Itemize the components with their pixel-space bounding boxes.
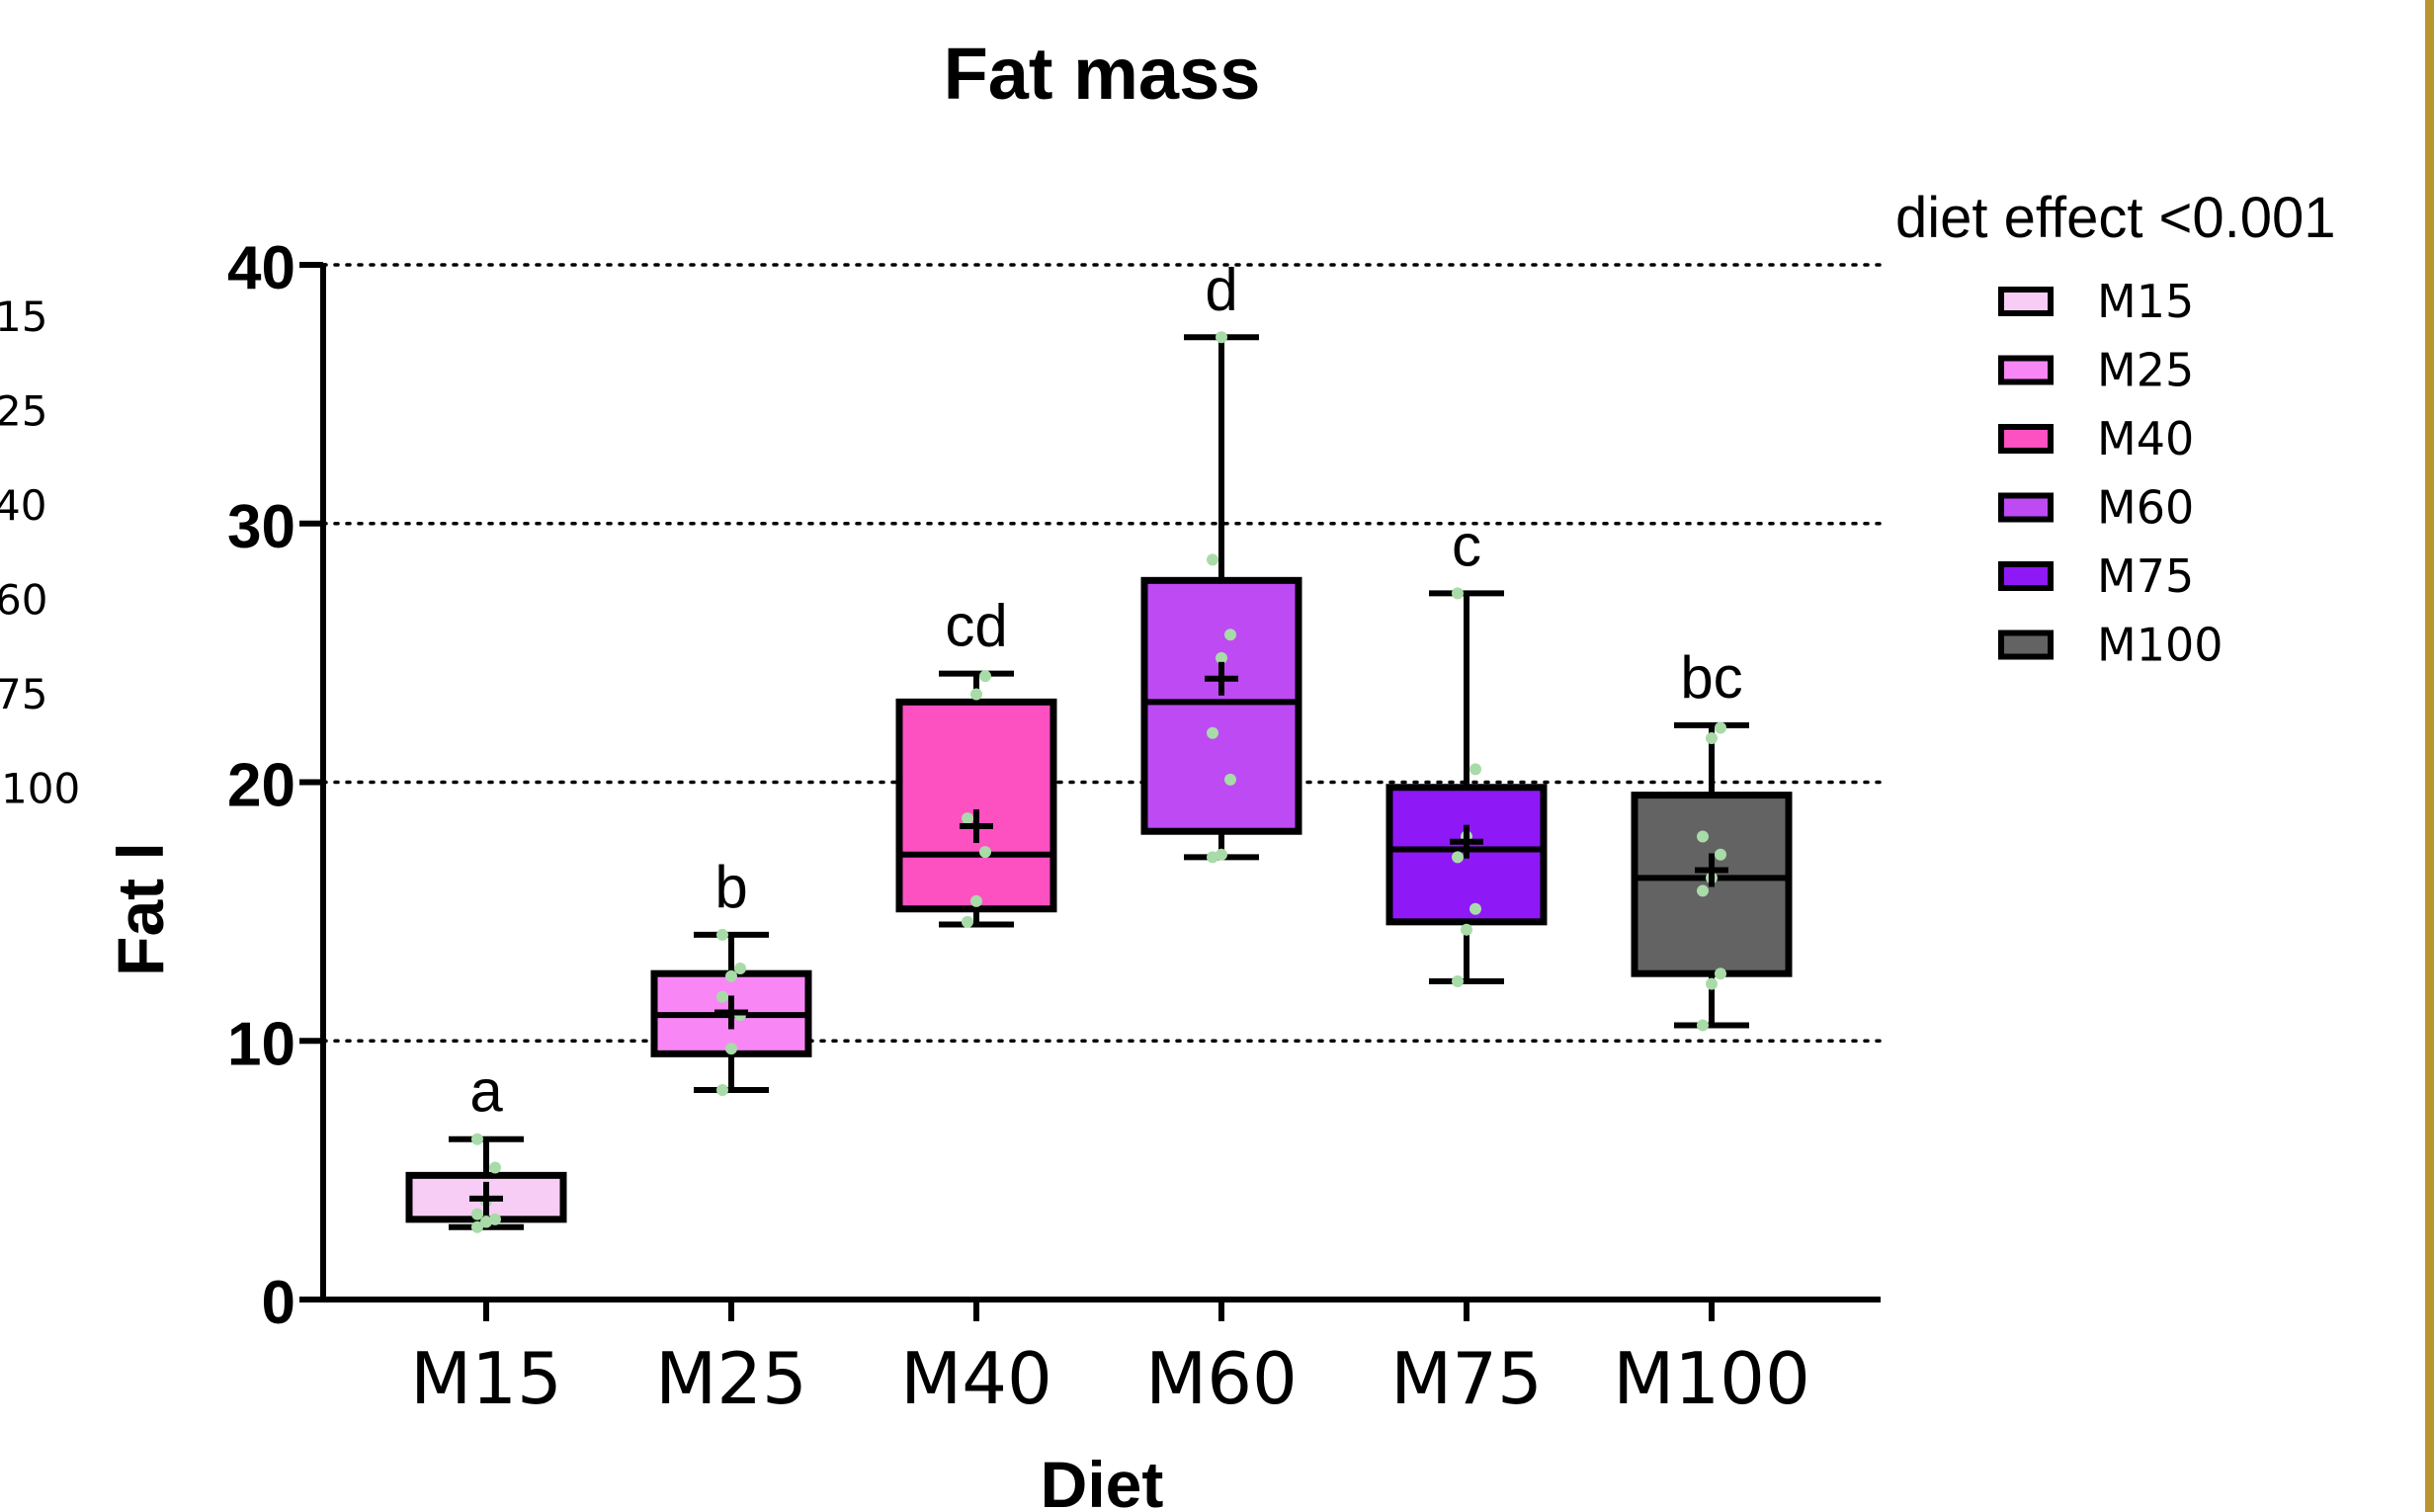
data-point [716, 1083, 728, 1096]
data-point [716, 990, 728, 1003]
data-point [1216, 848, 1227, 861]
y-axis-label: Fat l [104, 842, 177, 976]
box-plots: a b cd d c bc [405, 256, 1793, 1233]
axes: 0 10 20 30 40 M15 M25 M40 M60 M75 M100 [227, 234, 1881, 1420]
legend: M15 M25 M40 M60 M75 M100 [1998, 275, 2224, 672]
box-m15: a [405, 1058, 567, 1233]
y-tick-label: 20 [227, 752, 295, 820]
left-clipped-label: 15 [0, 293, 47, 341]
data-point [489, 1213, 501, 1225]
legend-label: M25 [2097, 344, 2194, 397]
data-point [1461, 923, 1472, 936]
data-point [480, 1216, 492, 1228]
left-clipped-label: 100 [1, 765, 80, 813]
data-point [1207, 851, 1218, 864]
significance-label: d [1205, 256, 1237, 322]
legend-label: M60 [2097, 481, 2194, 535]
data-point [1697, 1019, 1709, 1032]
data-point [1207, 726, 1218, 739]
significance-label: c [1452, 512, 1481, 578]
box-iqr [1385, 784, 1548, 926]
data-point [1715, 967, 1726, 980]
left-clipped-label: 75 [0, 670, 47, 718]
data-point [734, 962, 746, 974]
data-point [979, 846, 991, 859]
data-point [1452, 975, 1464, 988]
legend-swatch [1998, 561, 2054, 591]
left-clipped-label: 25 [0, 387, 47, 436]
x-axis-label: Diet [1041, 1448, 1164, 1512]
legend-swatch [1998, 492, 2054, 523]
grid-lines [321, 263, 1883, 1043]
data-point [1697, 830, 1709, 843]
x-tick-label: M25 [655, 1337, 807, 1420]
significance-label: bc [1680, 644, 1742, 711]
legend-swatch [1998, 287, 2054, 316]
data-point [716, 928, 728, 941]
data-point [1452, 587, 1464, 600]
legend-swatch [1998, 424, 2054, 454]
box-m60: d [1140, 256, 1302, 864]
data-point [725, 969, 737, 982]
data-point [962, 915, 973, 928]
data-point [489, 1161, 501, 1174]
left-clipped-label: 40 [0, 481, 46, 530]
data-point [1469, 902, 1481, 915]
page-border-right [2425, 0, 2434, 1512]
y-tick-label: 30 [227, 493, 295, 561]
left-clipped-label: 60 [0, 576, 47, 625]
legend-label: M40 [2097, 412, 2194, 465]
data-point [1715, 848, 1726, 861]
data-point [970, 894, 982, 907]
data-point [1469, 763, 1481, 776]
data-point [979, 670, 991, 683]
data-point [1224, 773, 1236, 786]
data-point [1706, 977, 1718, 990]
y-tick-label: 40 [227, 234, 295, 302]
data-point [1706, 732, 1718, 745]
x-tick-label: M40 [900, 1337, 1052, 1420]
data-point [970, 688, 982, 701]
data-point [1216, 331, 1227, 344]
data-point [1224, 629, 1236, 641]
box-m40: cd [895, 593, 1057, 928]
legend-label: M75 [2097, 549, 2194, 603]
box-m75: c [1385, 512, 1548, 988]
data-point [725, 1043, 737, 1055]
data-point [471, 1133, 483, 1145]
box-m25: b [650, 854, 812, 1096]
x-tick-label: M15 [410, 1337, 562, 1420]
data-point [471, 1220, 483, 1233]
data-point [471, 1208, 483, 1220]
left-clipped-legend-labels: 15 25 40 60 75 100 [0, 293, 80, 813]
significance-label: cd [945, 593, 1007, 659]
x-tick-label: M60 [1145, 1337, 1298, 1420]
data-point [1697, 884, 1709, 897]
box-iqr [1140, 576, 1302, 835]
legend-label: M15 [2097, 275, 2194, 328]
x-tick-label: M75 [1390, 1337, 1543, 1420]
data-point [962, 812, 973, 825]
legend-swatch [1998, 630, 2054, 660]
significance-label: b [714, 854, 747, 920]
legend-swatch [1998, 355, 2054, 385]
data-point [1715, 721, 1726, 734]
y-tick-label: 0 [262, 1269, 295, 1337]
legend-title: diet effect <0.001 [1895, 186, 2336, 250]
data-point [1452, 851, 1464, 864]
y-tick-label: 10 [227, 1010, 295, 1078]
data-point [1207, 553, 1218, 566]
data-point [1216, 651, 1227, 664]
box-m100: bc [1631, 644, 1793, 1032]
legend-label: M100 [2097, 619, 2224, 672]
chart-title: Fat mass [944, 33, 1261, 115]
x-tick-label: M100 [1613, 1337, 1810, 1420]
box-iqr [895, 698, 1057, 913]
significance-label: a [469, 1058, 503, 1125]
